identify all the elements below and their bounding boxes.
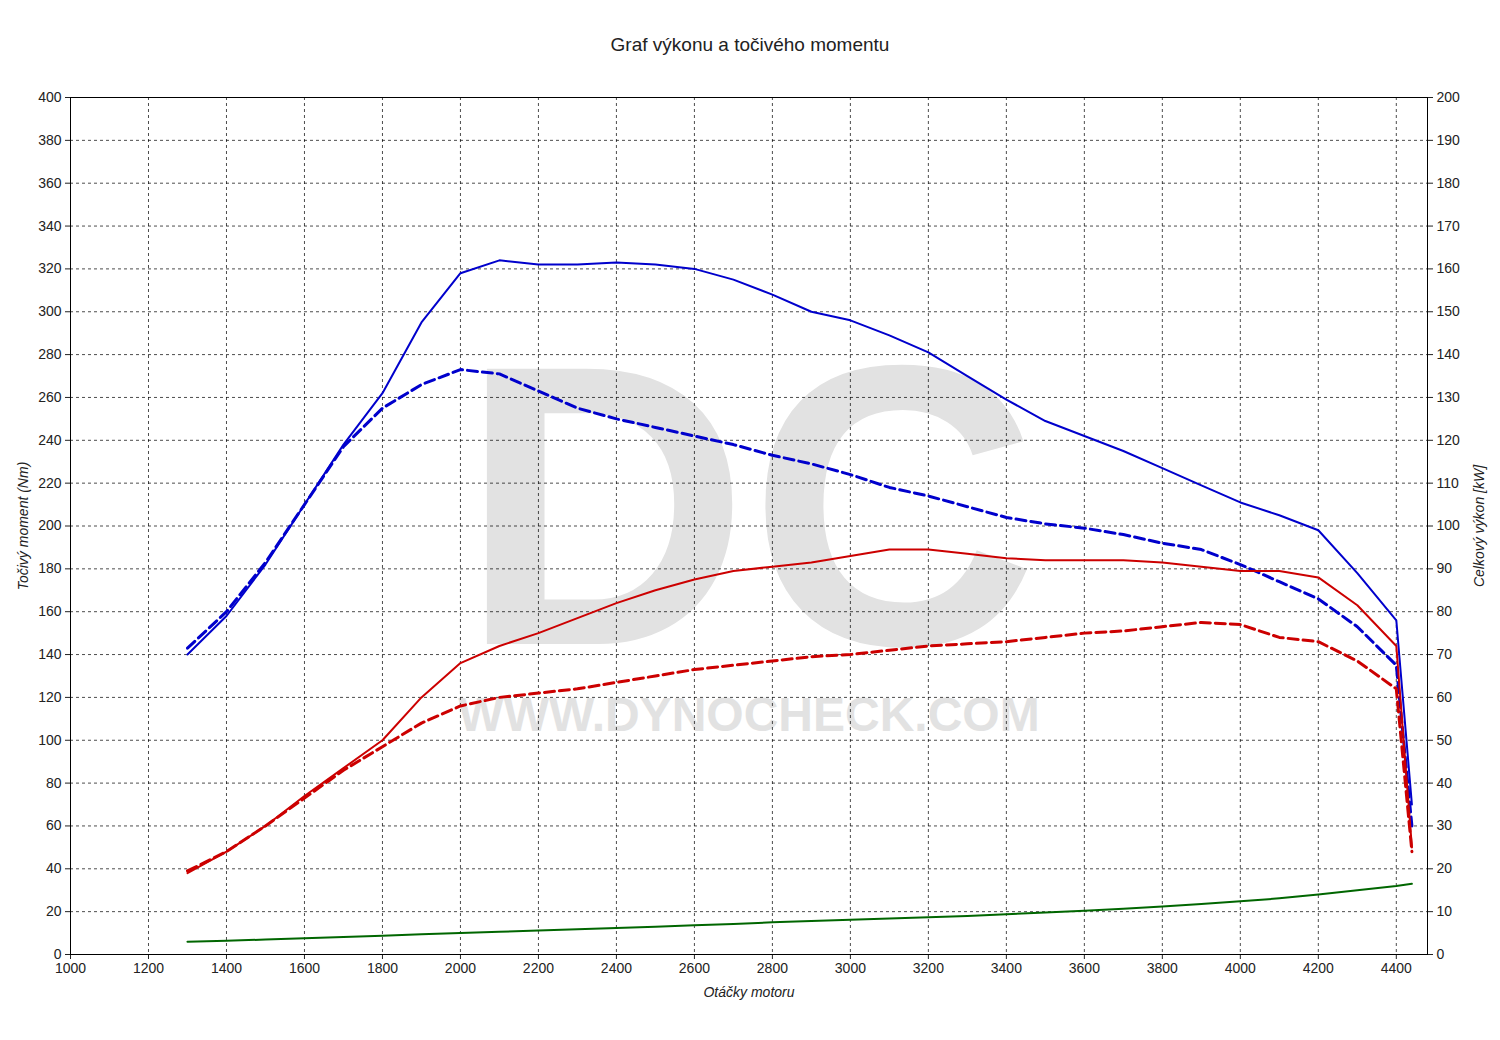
svg-text:150: 150 bbox=[1437, 303, 1461, 319]
svg-text:1800: 1800 bbox=[367, 960, 398, 976]
svg-text:3400: 3400 bbox=[991, 960, 1022, 976]
svg-text:3000: 3000 bbox=[835, 960, 866, 976]
svg-text:260: 260 bbox=[38, 389, 62, 405]
svg-text:130: 130 bbox=[1437, 389, 1461, 405]
svg-text:Otáčky motoru: Otáčky motoru bbox=[703, 984, 794, 1000]
svg-text:340: 340 bbox=[38, 218, 62, 234]
svg-text:80: 80 bbox=[46, 775, 62, 791]
svg-text:4400: 4400 bbox=[1381, 960, 1412, 976]
svg-text:60: 60 bbox=[46, 817, 62, 833]
svg-text:190: 190 bbox=[1437, 132, 1461, 148]
svg-text:20: 20 bbox=[46, 903, 62, 919]
svg-text:Točivý moment (Nm): Točivý moment (Nm) bbox=[15, 462, 31, 591]
svg-text:140: 140 bbox=[1437, 346, 1461, 362]
svg-text:300: 300 bbox=[38, 303, 62, 319]
svg-text:30: 30 bbox=[1437, 817, 1453, 833]
svg-text:1000: 1000 bbox=[55, 960, 86, 976]
svg-text:3200: 3200 bbox=[913, 960, 944, 976]
svg-text:3600: 3600 bbox=[1069, 960, 1100, 976]
svg-text:0: 0 bbox=[1437, 946, 1445, 962]
svg-text:100: 100 bbox=[1437, 517, 1461, 533]
svg-text:200: 200 bbox=[38, 517, 62, 533]
svg-text:0: 0 bbox=[54, 946, 62, 962]
svg-text:50: 50 bbox=[1437, 732, 1453, 748]
svg-text:360: 360 bbox=[38, 175, 62, 191]
svg-text:4000: 4000 bbox=[1225, 960, 1256, 976]
svg-text:2000: 2000 bbox=[445, 960, 476, 976]
svg-text:WWW.DYNOCHECK.COM: WWW.DYNOCHECK.COM bbox=[458, 688, 1039, 741]
svg-text:2600: 2600 bbox=[679, 960, 710, 976]
svg-text:40: 40 bbox=[46, 860, 62, 876]
svg-text:160: 160 bbox=[1437, 260, 1461, 276]
svg-text:280: 280 bbox=[38, 346, 62, 362]
svg-text:100: 100 bbox=[38, 732, 62, 748]
svg-text:1600: 1600 bbox=[289, 960, 320, 976]
html-text:Graf výkonu a točivého momentu: Graf výkonu a točivého momentu bbox=[610, 34, 890, 55]
svg-text:20: 20 bbox=[1437, 860, 1453, 876]
svg-text:3800: 3800 bbox=[1147, 960, 1178, 976]
svg-text:4200: 4200 bbox=[1303, 960, 1334, 976]
svg-text:180: 180 bbox=[1437, 175, 1461, 191]
svg-text:90: 90 bbox=[1437, 560, 1453, 576]
svg-text:240: 240 bbox=[38, 432, 62, 448]
svg-text:10: 10 bbox=[1437, 903, 1453, 919]
svg-text:40: 40 bbox=[1437, 775, 1453, 791]
svg-text:110: 110 bbox=[1437, 475, 1460, 491]
svg-text:80: 80 bbox=[1437, 603, 1453, 619]
svg-text:200: 200 bbox=[1437, 89, 1461, 105]
svg-text:170: 170 bbox=[1437, 218, 1461, 234]
svg-text:60: 60 bbox=[1437, 689, 1453, 705]
svg-text:1400: 1400 bbox=[211, 960, 242, 976]
svg-text:70: 70 bbox=[1437, 646, 1453, 662]
svg-text:160: 160 bbox=[38, 603, 62, 619]
svg-text:DC: DC bbox=[460, 282, 1038, 729]
svg-text:140: 140 bbox=[38, 646, 62, 662]
svg-text:2200: 2200 bbox=[523, 960, 554, 976]
svg-text:2400: 2400 bbox=[601, 960, 632, 976]
svg-text:2800: 2800 bbox=[757, 960, 788, 976]
svg-text:Celkový výkon [kW]: Celkový výkon [kW] bbox=[1471, 464, 1487, 587]
svg-text:120: 120 bbox=[38, 689, 62, 705]
svg-text:380: 380 bbox=[38, 132, 62, 148]
svg-text:180: 180 bbox=[38, 560, 62, 576]
svg-text:320: 320 bbox=[38, 260, 62, 276]
svg-text:400: 400 bbox=[38, 89, 62, 105]
svg-text:120: 120 bbox=[1437, 432, 1461, 448]
svg-text:1200: 1200 bbox=[133, 960, 164, 976]
svg-text:220: 220 bbox=[38, 475, 62, 491]
